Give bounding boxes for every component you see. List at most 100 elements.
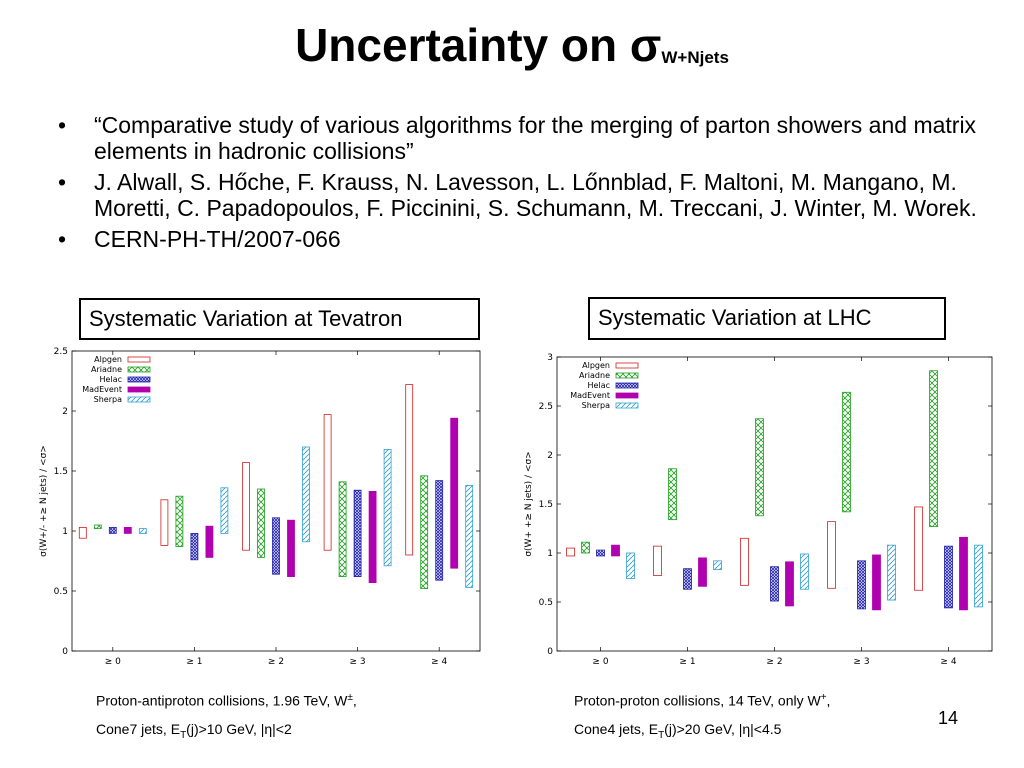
x-tick-label: ≥ 4 bbox=[431, 657, 447, 667]
bar-helac-2 bbox=[770, 566, 779, 602]
bullet-item: • J. Alwall, S. Hőche, F. Krauss, N. Lave… bbox=[58, 169, 978, 221]
legend-label: Alpgen bbox=[94, 355, 122, 364]
bar-ariadne-2 bbox=[755, 418, 764, 517]
legend-label: Ariadne bbox=[579, 371, 610, 380]
bar-alpgen-1 bbox=[653, 545, 662, 576]
bar-helac-1 bbox=[190, 532, 199, 561]
bar-sherpa-0 bbox=[138, 528, 147, 534]
bar-helac-3 bbox=[353, 489, 362, 577]
legend-label: Sherpa bbox=[94, 395, 122, 404]
legend-swatch-ariadne bbox=[127, 366, 151, 373]
bar-alpgen-4 bbox=[914, 506, 923, 591]
y-tick-label: 0 bbox=[62, 647, 68, 657]
bar-ariadne-4 bbox=[929, 370, 938, 527]
caption-sup: ± bbox=[347, 692, 353, 703]
bar-sherpa-3 bbox=[887, 544, 896, 601]
bar-madevent-1 bbox=[205, 525, 214, 558]
lhc-box-label: Systematic Variation at LHC bbox=[588, 297, 946, 340]
bullet-dot: • bbox=[58, 226, 67, 252]
bar-alpgen-3 bbox=[827, 521, 836, 589]
x-tick-label: ≥ 2 bbox=[766, 657, 782, 667]
slide-title: Uncertainty on σW+Njets bbox=[0, 18, 1024, 72]
bullet-text: “Comparative study of various algorithms… bbox=[94, 112, 977, 164]
bar-ariadne-4 bbox=[420, 475, 429, 590]
bar-sherpa-4 bbox=[974, 544, 983, 608]
bar-ariadne-3 bbox=[338, 481, 347, 578]
y-tick-label: 1.5 bbox=[54, 467, 68, 477]
bar-ariadne-1 bbox=[175, 495, 184, 547]
x-tick-label: ≥ 0 bbox=[105, 657, 121, 667]
legend-swatch-ariadne bbox=[615, 372, 639, 379]
bar-alpgen-3 bbox=[323, 414, 332, 551]
x-tick-label: ≥ 0 bbox=[592, 657, 608, 667]
x-tick-label: ≥ 1 bbox=[679, 657, 695, 667]
tevatron-caption-line1: Proton-antiproton collisions, 1.96 TeV, … bbox=[96, 690, 357, 709]
bar-madevent-3 bbox=[368, 490, 377, 583]
caption-text: Cone4 jets, E bbox=[574, 721, 659, 737]
caption-text: (j)>10 GeV, |η|<2 bbox=[186, 721, 292, 737]
legend-label: Helac bbox=[588, 381, 610, 390]
legend-label: MadEvent bbox=[570, 391, 610, 400]
legend-label: Helac bbox=[100, 375, 122, 384]
bar-ariadne-1 bbox=[668, 468, 677, 521]
bar-helac-2 bbox=[272, 517, 280, 575]
bullet-dot: • bbox=[58, 169, 67, 195]
bar-alpgen-2 bbox=[242, 462, 250, 551]
bar-alpgen-2 bbox=[740, 537, 749, 586]
caption-sub: T bbox=[180, 729, 187, 741]
x-tick-label: ≥ 3 bbox=[853, 657, 869, 667]
bar-madevent-4 bbox=[959, 536, 968, 611]
caption-text: Proton-proton collisions, 14 TeV, only W bbox=[574, 692, 821, 709]
caption-text: Proton-antiproton collisions, 1.96 TeV, … bbox=[96, 692, 348, 709]
y-tick-label: 1.5 bbox=[539, 500, 553, 510]
page-number: 14 bbox=[938, 708, 959, 728]
legend-swatch-sherpa bbox=[615, 402, 639, 409]
bullet-item: • CERN-PH-TH/2007-066 bbox=[58, 226, 978, 252]
y-tick-label: 2.5 bbox=[54, 347, 68, 357]
tevatron-box-label: Systematic Variation at Tevatron bbox=[79, 298, 480, 340]
bar-sherpa-0 bbox=[626, 552, 635, 579]
x-tick-label: ≥ 4 bbox=[940, 657, 956, 667]
legend-swatch-alpgen bbox=[615, 362, 639, 369]
legend-swatch-madevent bbox=[127, 386, 151, 393]
legend-swatch-sherpa bbox=[127, 396, 151, 403]
slide-title-text: Uncertainty on σ bbox=[295, 19, 662, 71]
bar-sherpa-1 bbox=[713, 560, 722, 571]
y-tick-label: 0.5 bbox=[54, 587, 68, 597]
x-tick-label: ≥ 3 bbox=[350, 657, 366, 667]
caption-text: , bbox=[826, 692, 831, 709]
bar-alpgen-0 bbox=[78, 526, 87, 539]
bar-ariadne-3 bbox=[842, 391, 851, 513]
y-tick-label: 1 bbox=[547, 549, 553, 559]
y-axis-label: σ(W+/- +≥ N jets) / <σ> bbox=[39, 445, 49, 557]
y-tick-label: 2.5 bbox=[539, 402, 553, 412]
lhc-chart: 0 0.5 1 1.5 2 2.5 3 σ(W+ +≥ N jets) / <σ> ≥ 0 ≥ 1… bbox=[524, 353, 993, 667]
lhc-caption-line1: Proton-proton collisions, 14 TeV, only W… bbox=[574, 690, 830, 709]
y-tick-label: 0.5 bbox=[539, 598, 553, 608]
legend-label: MadEvent bbox=[82, 385, 122, 394]
bar-alpgen-0 bbox=[566, 547, 575, 557]
legend-label: Sherpa bbox=[582, 401, 610, 410]
tevatron-chart: 0 0.5 1 1.5 2 2.5 σ(W+/- +≥ N jets) / <σ> ≥ 0 ≥ … bbox=[39, 347, 481, 667]
caption-sub: T bbox=[658, 729, 665, 741]
bar-helac-3 bbox=[857, 560, 866, 610]
bar-alpgen-1 bbox=[160, 499, 169, 546]
x-tick-label: ≥ 2 bbox=[268, 657, 284, 667]
caption-text: (j)>20 GeV, |η|<4.5 bbox=[664, 721, 782, 737]
legend-swatch-helac bbox=[127, 376, 151, 383]
bar-sherpa-3 bbox=[383, 449, 392, 567]
bar-helac-0 bbox=[596, 549, 605, 557]
plot-frame bbox=[556, 356, 993, 652]
bar-madevent-4 bbox=[450, 417, 459, 569]
bullet-text: CERN-PH-TH/2007-066 bbox=[94, 226, 341, 252]
bar-sherpa-2 bbox=[800, 553, 809, 590]
bullet-text: J. Alwall, S. Hőche, F. Krauss, N. Laves… bbox=[94, 169, 977, 221]
bar-madevent-0 bbox=[123, 526, 132, 534]
legend-swatch-helac bbox=[615, 382, 639, 389]
legend-label: Alpgen bbox=[582, 361, 610, 370]
y-tick-label: 1 bbox=[62, 527, 68, 537]
bar-madevent-2 bbox=[287, 519, 295, 577]
bar-sherpa-1 bbox=[220, 487, 229, 534]
